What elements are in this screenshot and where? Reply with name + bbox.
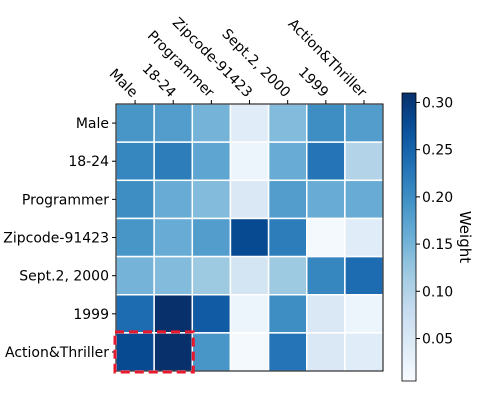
heatmap-cell-r6-c2 (191, 332, 232, 372)
heatmap-cell-r1-c3 (229, 141, 270, 182)
heatmap-cell-r3-c0 (115, 217, 155, 258)
colorbar-ticks: 0.05 0.10 0.15 0.20 0.25 0.30 (416, 95, 453, 348)
heatmap-cells (115, 103, 384, 372)
heatmap-cell-r1-c6 (344, 141, 384, 182)
heatmap-cell-r3-c3 (229, 217, 270, 258)
x-axis-ticks: Male18-24ProgrammerZipcode-91423Sept.2, … (106, 15, 370, 104)
y-tick-label: Male (76, 116, 109, 132)
heatmap-cell-r2-c0 (115, 179, 155, 220)
heatmap-cell-r6-c1 (153, 332, 194, 372)
heatmap-cell-r4-c0 (115, 255, 155, 296)
colorbar-label: Weight (456, 211, 474, 263)
heatmap-cell-r6-c3 (229, 332, 270, 372)
heatmap-cell-r5-c4 (267, 294, 308, 334)
heatmap-cell-r3-c6 (344, 217, 384, 258)
heatmap-cell-r0-c0 (115, 103, 155, 143)
y-tick-label: Zipcode-91423 (3, 231, 109, 247)
y-tick-label: 18-24 (68, 154, 109, 170)
y-tick-label: Action&Thriller (5, 345, 109, 361)
heatmap-cell-r3-c1 (153, 217, 194, 258)
x-tick-label: 1999 (295, 64, 332, 101)
heatmap-cell-r0-c1 (153, 103, 194, 143)
colorbar: 0.05 0.10 0.15 0.20 0.25 0.30 Weight (401, 92, 474, 382)
heatmap-cell-r3-c5 (306, 217, 346, 258)
heatmap-cell-r5-c0 (115, 294, 155, 334)
y-tick-label: Programmer (22, 192, 109, 208)
colorbar-tick-label: 0.30 (422, 95, 453, 111)
heatmap-cell-r2-c1 (153, 179, 194, 220)
heatmap-cell-r5-c1 (153, 294, 194, 334)
heatmap-cell-r4-c4 (267, 255, 308, 296)
heatmap-cell-r0-c4 (267, 103, 308, 143)
heatmap-cell-r4-c2 (191, 255, 232, 296)
heatmap-cell-r1-c4 (267, 141, 308, 182)
heatmap-cell-r2-c3 (229, 179, 270, 220)
heatmap-cell-r5-c3 (229, 294, 270, 334)
heatmap-cell-r4-c6 (344, 255, 384, 296)
heatmap-cell-r0-c5 (306, 103, 346, 143)
heatmap-frame (115, 103, 384, 372)
heatmap-cell-r4-c5 (306, 255, 346, 296)
heatmap-cell-r3-c2 (191, 217, 232, 258)
highlight-dashed-rect (113, 330, 195, 374)
colorbar-tick-label: 0.05 (422, 332, 453, 348)
heatmap-cell-r5-c6 (344, 294, 384, 334)
heatmap-cell-r2-c4 (267, 179, 308, 220)
heatmap-cell-r5-c2 (191, 294, 232, 334)
heatmap-cell-r2-c5 (306, 179, 346, 220)
heatmap-cell-r3-c4 (267, 217, 308, 258)
heatmap-cell-r6-c6 (344, 332, 384, 372)
heatmap-cell-r1-c5 (306, 141, 346, 182)
x-tick-label: Male (106, 66, 141, 101)
heatmap-cell-r6-c0 (115, 332, 155, 372)
colorbar-gradient (401, 92, 417, 382)
heatmap-cell-r4-c3 (229, 255, 270, 296)
heatmap-cell-r0-c3 (229, 103, 270, 143)
heatmap-cell-r1-c1 (153, 141, 194, 182)
heatmap-cell-r1-c0 (115, 141, 155, 182)
heatmap-cell-r1-c2 (191, 141, 232, 182)
heatmap-cell-r0-c6 (344, 103, 384, 143)
heatmap-cell-r6-c5 (306, 332, 346, 372)
heatmap-cell-r6-c4 (267, 332, 308, 372)
heatmap-cell-r2-c6 (344, 179, 384, 220)
heatmap-cell-r4-c1 (153, 255, 194, 296)
y-axis-ticks: Male 18-24 Programmer Zipcode-91423 Sept.2, … (3, 116, 116, 361)
heatmap-cell-r2-c2 (191, 179, 232, 220)
y-tick-label: Sept.2, 2000 (19, 269, 109, 285)
highlight-box (113, 330, 195, 374)
colorbar-tick-label: 0.15 (422, 237, 453, 253)
heatmap-cell-r0-c2 (191, 103, 232, 143)
colorbar-tick-label: 0.10 (422, 284, 453, 300)
colorbar-tick-label: 0.20 (422, 190, 453, 206)
y-tick-label: 1999 (73, 307, 109, 323)
colorbar-tick-label: 0.25 (422, 143, 453, 159)
heatmap-cell-r5-c5 (306, 294, 346, 334)
